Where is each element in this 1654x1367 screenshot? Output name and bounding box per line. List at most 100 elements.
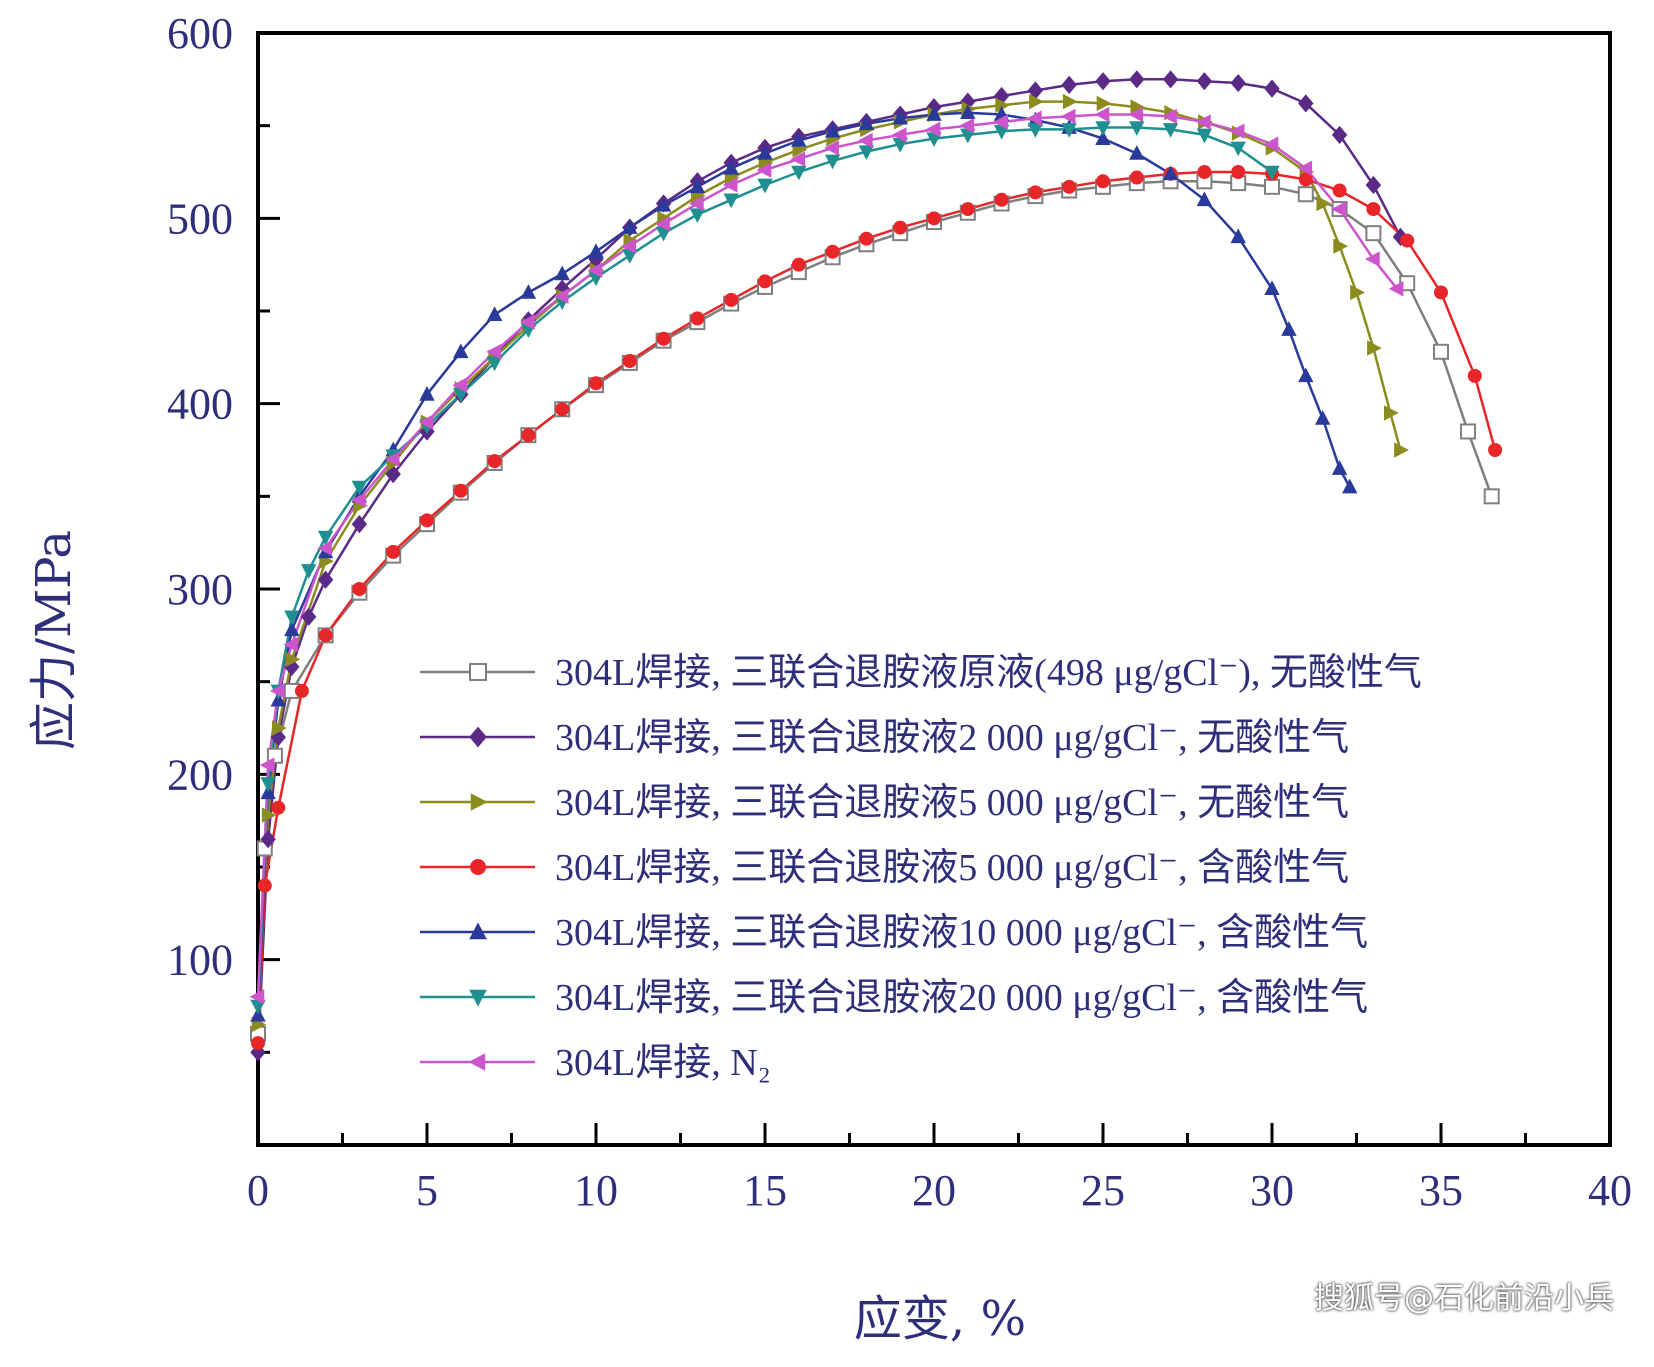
data-point-s4 [318, 628, 333, 643]
data-point-s5 [622, 219, 638, 234]
data-point-s4 [656, 331, 671, 346]
data-point-s4 [352, 582, 367, 596]
data-point-s6 [284, 610, 300, 626]
legend-label-3: 304L焊接, 三联合退胺液5 000 μg/gCl⁻, 无酸性气 [555, 782, 1349, 824]
legend-label-4: 304L焊接, 三联合退胺液5 000 μg/gCl⁻, 含酸性气 [555, 847, 1349, 889]
data-point-s4 [257, 878, 272, 893]
data-point-s4 [1467, 368, 1482, 383]
data-point-s5 [1342, 478, 1358, 494]
data-point-s2 [1027, 81, 1044, 100]
data-point-s3 [1367, 340, 1382, 356]
data-point-s7 [891, 127, 907, 143]
data-point-s4 [589, 376, 603, 391]
data-point-s7 [520, 314, 535, 330]
data-point-s4 [1400, 233, 1415, 248]
data-point-s4 [690, 311, 705, 326]
data-point-s6 [993, 124, 1010, 140]
data-point-s4 [555, 402, 570, 417]
data-point-s2 [960, 92, 976, 111]
data-point-s5 [554, 265, 570, 281]
data-point-s7 [317, 540, 332, 556]
data-point-s5 [453, 343, 469, 359]
data-point-s4 [386, 544, 401, 559]
data-point-s4 [1231, 165, 1246, 179]
data-point-s7 [553, 288, 569, 304]
legend-swatch-marker [469, 663, 487, 681]
data-point-s4 [251, 1036, 265, 1051]
data-point-s6 [250, 999, 266, 1015]
legend-swatch-marker [469, 726, 487, 748]
legend-swatch-marker [470, 793, 488, 811]
data-point-s6 [486, 356, 503, 372]
data-point-s2 [260, 830, 276, 849]
y-tick-label: 400 [167, 380, 233, 429]
data-point-s6 [824, 154, 841, 170]
data-point-s7 [993, 114, 1008, 130]
data-point-s7 [351, 492, 366, 508]
data-point-s7 [689, 195, 704, 212]
y-tick-label: 600 [167, 9, 233, 58]
data-point-s2 [1230, 73, 1246, 93]
data-point-s7 [1263, 136, 1279, 152]
series-line-6 [256, 126, 1273, 1007]
data-point-s4 [1366, 202, 1381, 217]
data-point-s6 [757, 178, 773, 194]
data-point-s7 [1331, 201, 1346, 217]
data-point-s3 [271, 720, 287, 736]
data-point-s4 [420, 513, 434, 528]
data-point-s7 [1365, 251, 1380, 267]
data-point-s6 [1095, 121, 1111, 136]
legend-label-6: 304L焊接, 三联合退胺液20 000 μg/gCl⁻, 含酸性气 [555, 977, 1368, 1019]
data-point-s4 [1028, 185, 1043, 200]
data-point-s2 [1331, 125, 1348, 145]
data-point-s7 [756, 162, 772, 178]
legend-swatch-marker [468, 1053, 486, 1071]
data-point-s5 [1230, 228, 1246, 244]
data-point-s2 [1264, 79, 1280, 98]
legend-swatch-marker [469, 989, 487, 1007]
x-tick-label: 35 [1419, 1166, 1463, 1215]
data-point-s4 [1434, 285, 1448, 300]
legend-swatch-marker [469, 922, 487, 940]
data-point-s4 [791, 257, 806, 272]
data-point-s7 [1060, 108, 1076, 125]
data-point-s5 [1298, 367, 1314, 383]
x-tick-label: 20 [912, 1166, 956, 1215]
data-point-s1 [1264, 178, 1280, 195]
data-point-s5 [655, 196, 672, 212]
data-point-s2 [1061, 75, 1077, 94]
data-point-s2 [1196, 72, 1213, 91]
data-point-s5 [1281, 321, 1297, 336]
data-point-s5 [858, 115, 875, 131]
data-point-s6 [858, 145, 875, 161]
data-point-s6 [260, 777, 276, 792]
data-point-s2 [351, 515, 368, 534]
x-tick-label: 15 [743, 1166, 787, 1215]
data-point-s2 [1298, 94, 1314, 113]
data-point-s3 [1316, 195, 1332, 212]
data-point-s5 [723, 159, 739, 175]
data-point-s4 [893, 220, 908, 235]
data-point-s3 [1350, 284, 1365, 301]
data-point-s7 [259, 757, 275, 773]
data-point-s4 [1488, 443, 1503, 457]
data-point-s7 [1027, 110, 1042, 126]
data-point-s5 [824, 122, 841, 138]
data-point-s5 [486, 306, 503, 322]
data-point-s5 [1129, 145, 1145, 160]
data-point-s1 [1365, 225, 1382, 242]
data-point-s5 [1162, 165, 1179, 181]
data-point-s6 [1061, 123, 1077, 138]
x-tick-label: 0 [247, 1166, 269, 1215]
data-point-s5 [757, 145, 773, 160]
data-point-s3 [1029, 93, 1044, 110]
data-point-s7 [925, 121, 941, 138]
data-point-s3 [1062, 93, 1078, 110]
data-point-s7 [621, 238, 637, 254]
data-point-s6 [1230, 141, 1246, 157]
data-point-s1 [1297, 186, 1314, 203]
legend-label-1: 304L焊接, 三联合退胺液原液(498 μg/gCl⁻), 无酸性气 [555, 652, 1422, 694]
data-point-s3 [1333, 238, 1348, 254]
data-point-s4 [1332, 183, 1347, 198]
series-line-5 [256, 111, 1351, 1016]
